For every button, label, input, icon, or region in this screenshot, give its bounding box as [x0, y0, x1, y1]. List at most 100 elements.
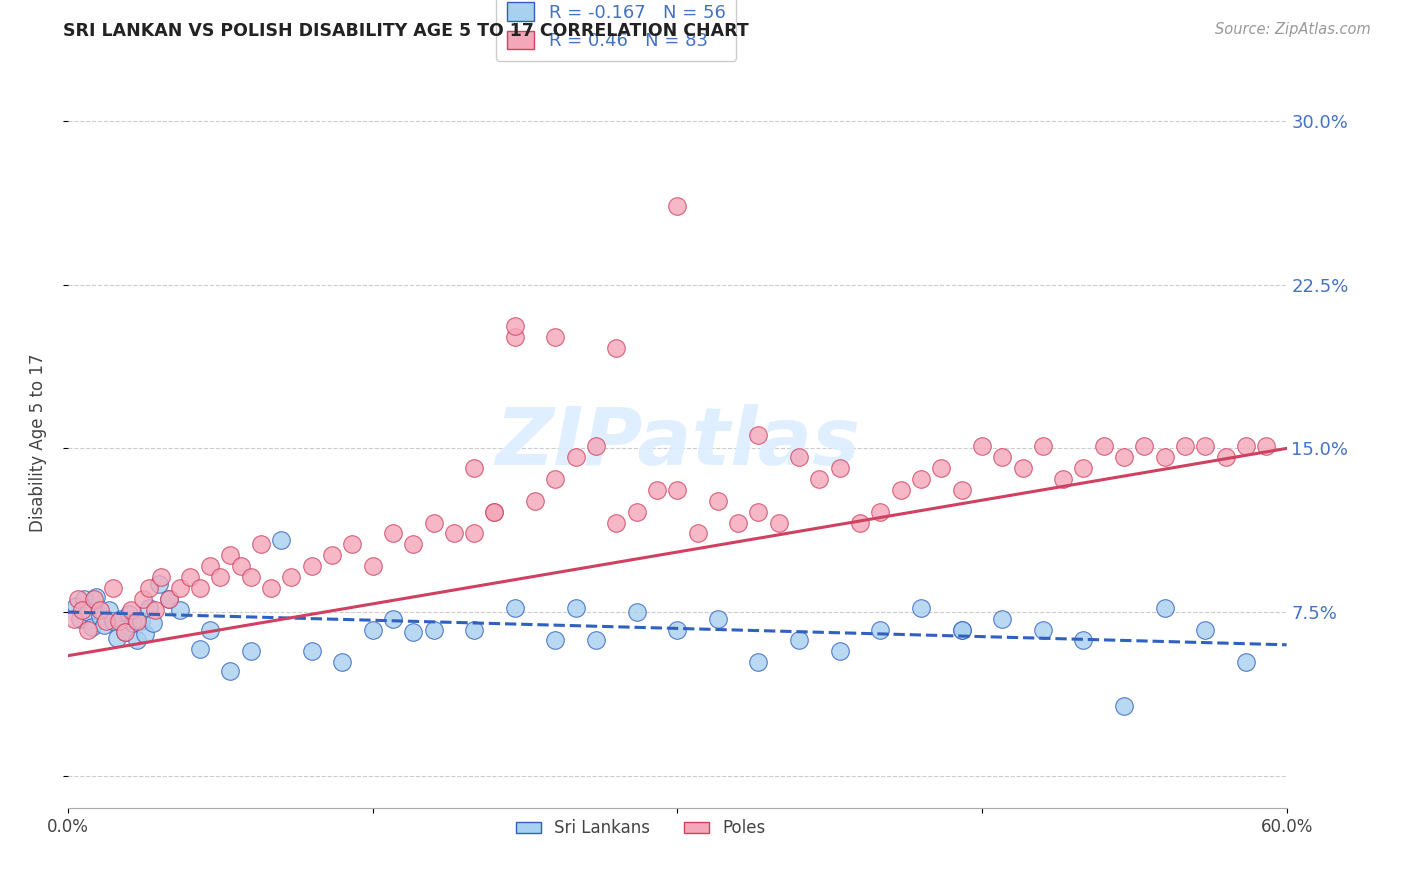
Point: [503, 330, 526, 344]
Point: [198, 559, 221, 574]
Point: [105, 632, 128, 646]
Point: [239, 570, 262, 584]
Point: [484, 505, 506, 519]
Point: [991, 611, 1014, 625]
Point: [484, 505, 506, 519]
Point: [707, 611, 730, 625]
Point: [666, 483, 689, 497]
Point: [564, 600, 586, 615]
Point: [950, 623, 973, 637]
Point: [110, 611, 132, 625]
Point: [1256, 439, 1278, 453]
Point: [101, 614, 124, 628]
Point: [768, 516, 790, 530]
Point: [585, 633, 607, 648]
Point: [114, 624, 136, 639]
Point: [828, 461, 851, 475]
Point: [219, 549, 242, 563]
Text: SRI LANKAN VS POLISH DISABILITY AGE 5 TO 17 CORRELATION CHART: SRI LANKAN VS POLISH DISABILITY AGE 5 TO…: [63, 22, 749, 40]
Point: [120, 603, 142, 617]
Point: [361, 559, 384, 574]
Point: [747, 428, 769, 442]
Point: [626, 505, 648, 519]
Point: [138, 581, 160, 595]
Point: [143, 603, 166, 617]
Point: [150, 570, 173, 584]
Point: [77, 605, 100, 619]
Point: [666, 199, 689, 213]
Point: [1153, 600, 1175, 615]
Point: [134, 627, 156, 641]
Point: [114, 624, 136, 639]
Point: [686, 526, 709, 541]
Point: [1153, 450, 1175, 464]
Point: [159, 591, 181, 606]
Point: [142, 615, 165, 630]
Point: [1073, 461, 1095, 475]
Y-axis label: Disability Age 5 to 17: Disability Age 5 to 17: [30, 354, 46, 533]
Point: [828, 644, 851, 658]
Point: [564, 450, 586, 464]
Point: [381, 611, 404, 625]
Point: [1052, 472, 1074, 486]
Point: [787, 633, 810, 648]
Point: [65, 599, 87, 613]
Point: [929, 461, 952, 475]
Point: [270, 533, 292, 547]
Point: [280, 570, 302, 584]
Point: [950, 483, 973, 497]
Point: [122, 615, 145, 630]
Point: [330, 655, 353, 669]
Point: [69, 611, 91, 625]
Point: [503, 600, 526, 615]
Point: [73, 591, 96, 606]
Legend: Sri Lankans, Poles: Sri Lankans, Poles: [509, 813, 772, 844]
Point: [342, 537, 364, 551]
Point: [1112, 698, 1135, 713]
Point: [626, 605, 648, 619]
Point: [188, 642, 211, 657]
Point: [747, 505, 769, 519]
Point: [1174, 439, 1197, 453]
Point: [1073, 633, 1095, 648]
Point: [77, 623, 100, 637]
Point: [169, 581, 191, 595]
Point: [463, 461, 485, 475]
Point: [727, 516, 749, 530]
Point: [1194, 439, 1216, 453]
Point: [544, 633, 567, 648]
Point: [82, 620, 104, 634]
Point: [89, 603, 111, 617]
Point: [605, 341, 627, 355]
Point: [503, 319, 526, 334]
Point: [585, 439, 607, 453]
Point: [118, 607, 141, 622]
Point: [707, 493, 730, 508]
Point: [1112, 450, 1135, 464]
Point: [301, 644, 323, 658]
Point: [463, 623, 485, 637]
Point: [544, 330, 567, 344]
Point: [260, 581, 283, 595]
Text: ZIPatlas: ZIPatlas: [495, 404, 859, 482]
Point: [524, 493, 547, 508]
Point: [86, 590, 108, 604]
Point: [970, 439, 993, 453]
Point: [125, 633, 148, 648]
Point: [1234, 439, 1257, 453]
Point: [1092, 439, 1115, 453]
Point: [229, 559, 252, 574]
Point: [645, 483, 668, 497]
Point: [70, 603, 93, 617]
Point: [869, 505, 891, 519]
Point: [422, 516, 444, 530]
Point: [67, 591, 90, 606]
Point: [950, 623, 973, 637]
Point: [1133, 439, 1156, 453]
Point: [402, 624, 425, 639]
Point: [1032, 623, 1054, 637]
Point: [198, 623, 221, 637]
Point: [96, 614, 118, 628]
Point: [991, 450, 1014, 464]
Point: [890, 483, 912, 497]
